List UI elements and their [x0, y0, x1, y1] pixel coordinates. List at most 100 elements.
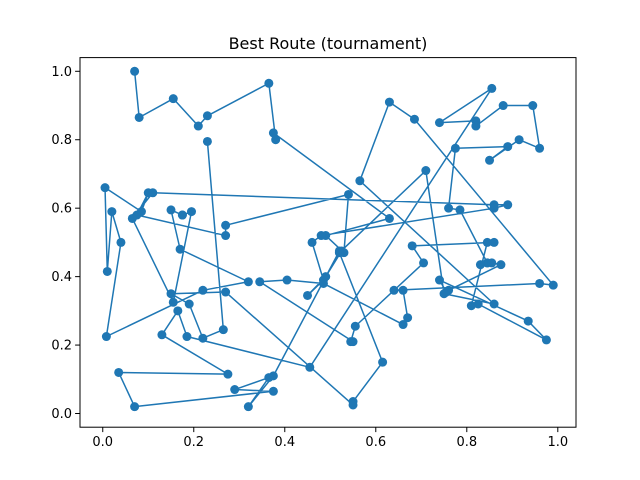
route-point	[503, 142, 513, 152]
route-point	[148, 188, 158, 198]
route-point	[182, 332, 192, 342]
route-point	[230, 385, 240, 395]
route-point	[384, 97, 394, 107]
y-tick-label: 0.0	[51, 407, 72, 422]
route-point	[450, 143, 460, 153]
route-point	[528, 101, 538, 111]
plot-area	[79, 57, 577, 428]
route-point	[218, 325, 228, 335]
route-point	[350, 321, 360, 331]
y-tick-label: 0.8	[51, 133, 72, 148]
route-point	[489, 299, 499, 309]
route-point	[307, 237, 317, 247]
route-point	[503, 200, 513, 210]
route-point	[184, 299, 194, 309]
route-point	[466, 301, 476, 311]
route-point	[434, 275, 444, 285]
route-point	[489, 203, 499, 213]
route-point	[186, 207, 196, 217]
route-point	[409, 114, 419, 124]
route-point	[193, 121, 203, 131]
route-point	[378, 357, 388, 367]
route-point	[403, 313, 413, 323]
route-point	[116, 237, 126, 247]
route-point	[136, 207, 146, 217]
route-point	[398, 320, 408, 330]
y-axis: 0.0 0.2 0.4 0.6 0.8 1.0	[51, 65, 80, 422]
route-point	[348, 400, 358, 410]
route-point	[130, 402, 140, 412]
route-point	[114, 367, 124, 377]
route-point	[100, 183, 110, 193]
route-series	[100, 66, 558, 412]
route-point	[334, 248, 344, 258]
route-point	[439, 289, 449, 299]
route-point	[407, 241, 417, 251]
route-point	[268, 386, 278, 396]
route-point	[177, 210, 187, 220]
route-point	[127, 213, 137, 223]
route-point	[303, 290, 313, 300]
route-point	[487, 83, 497, 93]
route-point	[221, 287, 231, 297]
y-tick-label: 1.0	[51, 65, 72, 80]
route-point	[384, 213, 394, 223]
x-axis: 0.0 0.2 0.4 0.6 0.8 1.0	[92, 427, 568, 450]
route-point	[434, 118, 444, 128]
route-point	[398, 285, 408, 295]
route-point	[173, 306, 183, 316]
route-point	[168, 297, 178, 307]
route-point	[455, 205, 465, 215]
route-point	[255, 277, 265, 287]
route-point	[541, 335, 551, 345]
route-point	[535, 143, 545, 153]
route-point	[101, 332, 111, 342]
route-point	[166, 205, 176, 215]
route-point	[348, 337, 358, 347]
route-point	[316, 231, 326, 241]
route-point	[473, 299, 483, 309]
x-tick-label: 0.8	[456, 435, 477, 450]
route-point	[221, 220, 231, 230]
route-point	[482, 237, 492, 247]
route-point	[107, 207, 117, 217]
route-point	[198, 285, 208, 295]
route-point	[157, 330, 167, 340]
x-tick-label: 1.0	[547, 435, 568, 450]
route-point	[355, 176, 365, 186]
x-tick-label: 0.0	[92, 435, 113, 450]
route-point	[318, 278, 328, 288]
route-point	[271, 135, 281, 145]
x-tick-label: 0.6	[365, 435, 386, 450]
route-point	[175, 244, 185, 254]
route-point	[321, 272, 331, 282]
route-point	[475, 260, 485, 270]
route-point	[548, 280, 558, 290]
route-point	[166, 289, 176, 299]
route-point	[489, 237, 499, 247]
route-point	[264, 78, 274, 88]
route-point	[202, 136, 212, 146]
route-point	[264, 373, 274, 383]
route-point	[535, 278, 545, 288]
y-tick-label: 0.4	[51, 270, 72, 285]
route-point	[419, 258, 429, 268]
y-tick-label: 0.2	[51, 339, 72, 354]
route-point	[343, 189, 353, 199]
route-point	[268, 128, 278, 138]
chart-title: Best Route (tournament)	[229, 34, 428, 53]
route-point	[498, 101, 508, 111]
route-point	[221, 231, 231, 241]
x-tick-label: 0.4	[274, 435, 295, 450]
route-point	[282, 275, 292, 285]
route-point	[202, 111, 212, 121]
route-point	[198, 333, 208, 343]
route-point	[130, 66, 140, 76]
route-point	[243, 277, 253, 287]
route-point	[496, 260, 506, 270]
route-point	[305, 362, 315, 372]
route-point	[444, 203, 454, 213]
route-point	[471, 121, 481, 131]
x-tick-label: 0.2	[183, 435, 204, 450]
